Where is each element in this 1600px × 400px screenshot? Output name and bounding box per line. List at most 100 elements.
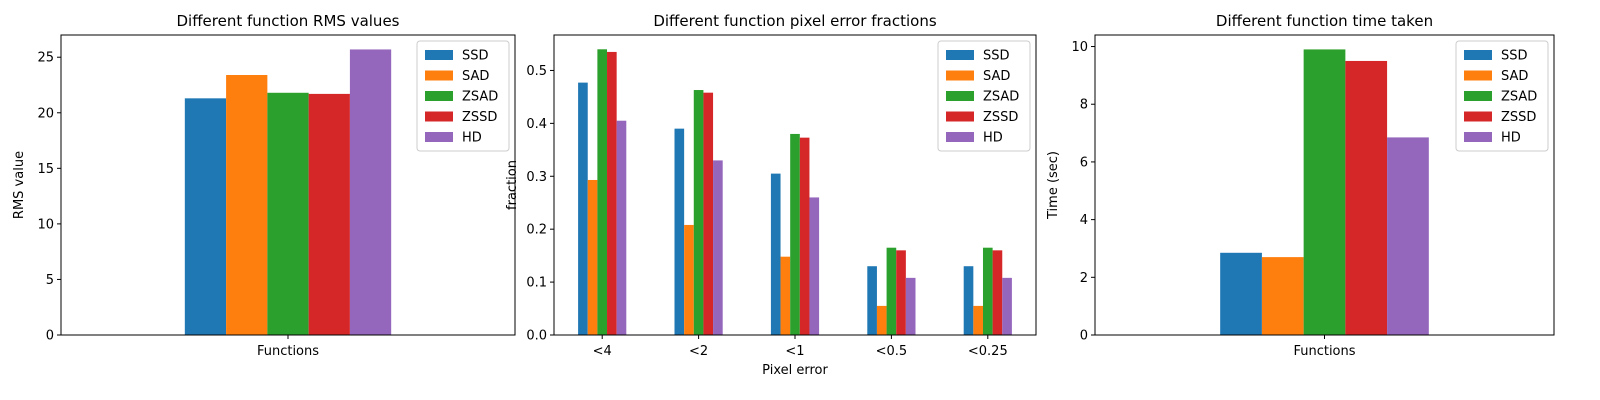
pixel-error-chart-ytick-label: 0.2 xyxy=(526,223,547,238)
time-chart-bar-zssd-functions xyxy=(1345,60,1388,336)
time-chart-bar-zsad-functions xyxy=(1303,49,1346,336)
pixel-error-chart-ylabel: fraction xyxy=(505,160,520,210)
time-chart-legend-swatch-ssd xyxy=(1464,50,1492,60)
rms-chart-legend-label-hd: HD xyxy=(462,131,482,146)
pixel-error-chart-legend: SSD SAD ZSAD ZSSD HD xyxy=(937,40,1031,152)
pixel-error-chart-bar-sad-2 xyxy=(684,224,694,335)
time-chart-title: Different function time taken xyxy=(1216,12,1433,30)
time-chart-ytick-label: 6 xyxy=(1080,155,1088,170)
pixel-error-chart-bar-hd-1 xyxy=(809,197,820,335)
pixel-error-chart-bar-zsad-1 xyxy=(790,133,800,335)
pixel-error-chart-ytick-label: 0.1 xyxy=(526,276,547,291)
time-chart-legend-label-zsad: ZSAD xyxy=(1501,90,1537,105)
pixel-error-chart-bar-zssd-0-5 xyxy=(896,250,906,335)
rms-chart-legend-label-ssd: SSD xyxy=(462,49,489,64)
pixel-error-chart-bar-ssd-1 xyxy=(770,173,781,335)
rms-chart-ytick-label: 20 xyxy=(37,106,54,121)
rms-chart-ytick-label: 25 xyxy=(37,51,54,66)
pixel-error-chart-xtick-label: <4 xyxy=(593,344,612,359)
time-chart-legend: SSD SAD ZSAD ZSSD HD xyxy=(1455,40,1549,152)
pixel-error-chart-ytick-label: 0.3 xyxy=(526,170,547,185)
time-chart-ylabel: Time (sec) xyxy=(1046,151,1061,220)
pixel-error-chart-legend-swatch-ssd xyxy=(946,50,974,60)
time-chart-ytick-label: 2 xyxy=(1080,271,1088,286)
time-chart-legend-label-sad: SAD xyxy=(1501,69,1528,84)
time-chart-legend-swatch-sad xyxy=(1464,70,1492,81)
pixel-error-chart-bar-sad-4 xyxy=(587,179,598,335)
rms-chart-bar-sad-functions xyxy=(226,75,268,335)
pixel-error-chart-legend-swatch-hd xyxy=(946,132,974,142)
time-chart-ytick-label: 4 xyxy=(1080,213,1088,228)
time-chart-legend-swatch-zssd xyxy=(1464,111,1492,122)
pixel-error-chart-bar-zsad-4 xyxy=(597,49,608,335)
pixel-error-chart-bar-sad-0-5 xyxy=(876,305,887,335)
rms-chart-bar-ssd-functions xyxy=(184,98,227,335)
time-chart-xtick-label: Functions xyxy=(1293,344,1355,359)
rms-chart-bar-hd-functions xyxy=(349,49,392,335)
pixel-error-chart-bar-zsad-0-5 xyxy=(886,247,897,335)
time-chart-ytick-label: 0 xyxy=(1080,329,1088,344)
pixel-error-chart-xlabel: Pixel error xyxy=(762,363,828,378)
rms-chart-bar-zssd-functions xyxy=(308,93,350,335)
rms-chart-title: Different function RMS values xyxy=(177,12,400,30)
time-chart-legend-swatch-zsad xyxy=(1464,91,1492,101)
time-chart-legend-box xyxy=(1455,40,1549,152)
pixel-error-chart-title: Different function pixel error fractions xyxy=(653,12,937,30)
pixel-error-chart-panel: Different function pixel error fractions… xyxy=(505,12,1037,378)
time-chart-bar-sad-functions xyxy=(1261,257,1304,335)
pixel-error-chart-bar-hd-2 xyxy=(713,160,723,335)
pixel-error-chart-bar-ssd-2 xyxy=(674,128,685,335)
rms-chart-ytick-label: 10 xyxy=(37,217,54,232)
rms-chart-legend-label-zssd: ZSSD xyxy=(462,110,497,125)
rms-chart-bar-zsad-functions xyxy=(267,92,309,335)
pixel-error-chart-legend-label-sad: SAD xyxy=(983,69,1010,84)
pixel-error-chart-bar-zssd-2 xyxy=(703,92,714,335)
pixel-error-chart-bar-ssd-0-25 xyxy=(963,266,974,335)
rms-chart-ytick-label: 0 xyxy=(46,329,54,344)
pixel-error-chart-bar-hd-4 xyxy=(616,120,627,336)
time-chart-bar-hd-functions xyxy=(1387,137,1429,335)
pixel-error-chart-ytick-label: 0.0 xyxy=(526,329,547,344)
rms-chart-legend-label-sad: SAD xyxy=(462,69,489,84)
pixel-error-chart-xtick-label: <1 xyxy=(785,344,804,359)
pixel-error-chart-legend-label-zssd: ZSSD xyxy=(983,110,1018,125)
rms-chart-ytick-label: 5 xyxy=(46,273,54,288)
rms-chart-legend-swatch-zsad xyxy=(425,91,453,101)
pixel-error-chart-legend-label-zsad: ZSAD xyxy=(983,90,1019,105)
rms-chart-legend-box xyxy=(416,40,510,152)
pixel-error-chart-ytick-label: 0.4 xyxy=(526,117,547,132)
time-chart-panel: Different function time taken Time (sec)… xyxy=(1046,12,1555,359)
rms-chart-legend-swatch-zssd xyxy=(425,111,453,122)
pixel-error-chart-xtick-label: <2 xyxy=(689,344,708,359)
pixel-error-chart-bar-sad-1 xyxy=(780,256,791,335)
rms-chart-ylabel: RMS value xyxy=(12,151,27,219)
pixel-error-chart-bar-zsad-0-25 xyxy=(982,247,993,335)
pixel-error-chart-ytick-label: 0.5 xyxy=(526,64,547,79)
rms-chart-legend-swatch-ssd xyxy=(425,50,453,60)
pixel-error-chart-bar-ssd-0-5 xyxy=(867,266,877,335)
rms-chart-legend-swatch-sad xyxy=(425,70,453,81)
time-chart-legend-swatch-hd xyxy=(1464,132,1492,142)
rms-chart-legend-label-zsad: ZSAD xyxy=(462,90,498,105)
rms-chart-legend-swatch-hd xyxy=(425,132,453,142)
pixel-error-chart-bar-zssd-0-25 xyxy=(992,250,1003,335)
time-chart-bar-ssd-functions xyxy=(1220,252,1262,335)
time-chart-legend-label-ssd: SSD xyxy=(1501,49,1528,64)
rms-chart-legend: SSD SAD ZSAD ZSSD HD xyxy=(416,40,510,152)
pixel-error-chart-legend-label-ssd: SSD xyxy=(983,49,1010,64)
pixel-error-chart-legend-swatch-zsad xyxy=(946,91,974,101)
rms-chart-xtick-label: Functions xyxy=(257,344,319,359)
rms-chart-ytick-label: 15 xyxy=(37,162,54,177)
time-chart-ytick-label: 10 xyxy=(1071,40,1088,55)
pixel-error-chart-bar-zssd-1 xyxy=(799,137,810,335)
time-chart-legend-label-zssd: ZSSD xyxy=(1501,110,1536,125)
rms-chart-panel: Different function RMS values RMS value … xyxy=(12,12,516,359)
pixel-error-chart-legend-swatch-sad xyxy=(946,70,974,81)
pixel-error-chart-bar-ssd-4 xyxy=(578,82,588,336)
pixel-error-chart-legend-box xyxy=(937,40,1031,152)
pixel-error-chart-bar-zsad-2 xyxy=(693,90,704,335)
pixel-error-chart-xtick-label: <0.5 xyxy=(876,344,908,359)
pixel-error-chart-bar-sad-0-25 xyxy=(973,305,983,335)
pixel-error-chart-bar-hd-0-5 xyxy=(905,277,916,335)
